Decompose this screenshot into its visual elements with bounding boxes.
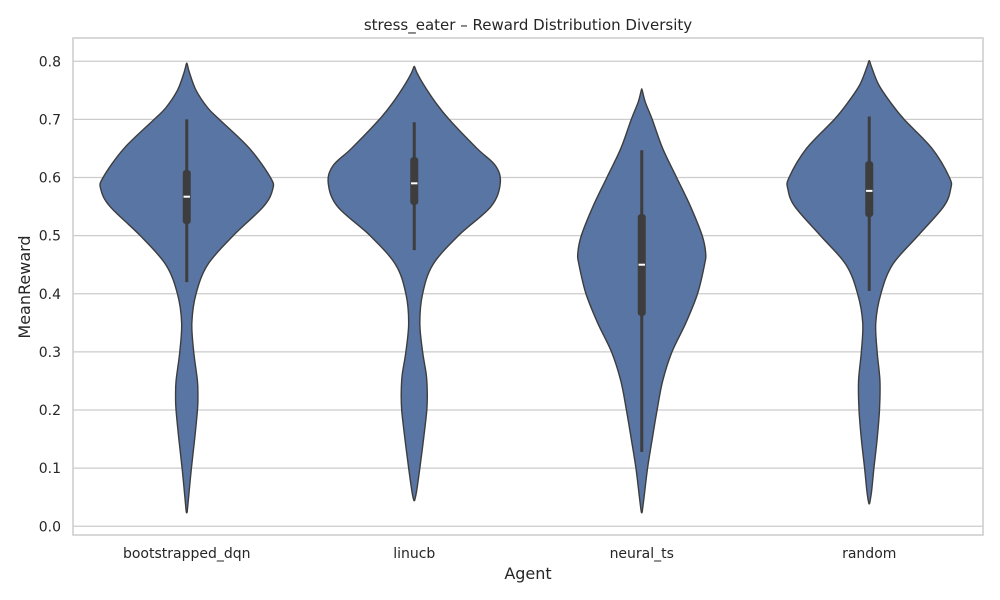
y-tick-label: 0.0 [39, 519, 61, 535]
chart-title: stress_eater – Reward Distribution Diver… [364, 16, 692, 35]
y-tick-label: 0.3 [39, 345, 61, 361]
y-tick-labels: 0.0 0.1 0.2 0.3 0.4 0.5 0.6 0.7 0.8 [39, 54, 61, 535]
x-tick-labels: bootstrapped_dqn linucb neural_ts random [123, 546, 896, 562]
violin-bootstrapped_dqn [99, 62, 275, 514]
violin-neural_ts [576, 88, 707, 514]
violin-linucb [327, 65, 502, 502]
y-tick-label: 0.2 [39, 403, 61, 419]
x-tick-label: random [842, 546, 896, 562]
violins [99, 59, 953, 514]
y-tick-label: 0.7 [39, 112, 61, 128]
y-tick-label: 0.4 [39, 287, 61, 303]
violin-body [99, 62, 275, 514]
x-tick-label: neural_ts [610, 546, 674, 562]
violin-random [786, 59, 953, 505]
y-axis-title: MeanReward [15, 235, 34, 338]
plot-frame [72, 37, 984, 536]
violin-iqr-box [865, 161, 874, 218]
x-tick-label: bootstrapped_dqn [123, 546, 251, 562]
violin-body [327, 65, 502, 502]
violin-iqr-box [410, 157, 419, 205]
y-tick-label: 0.1 [39, 461, 61, 477]
y-tick-label: 0.8 [39, 54, 61, 70]
y-tick-label: 0.5 [39, 229, 61, 245]
x-tick-label: linucb [393, 546, 435, 562]
y-tick-label: 0.6 [39, 171, 61, 187]
x-axis-title: Agent [504, 564, 551, 583]
